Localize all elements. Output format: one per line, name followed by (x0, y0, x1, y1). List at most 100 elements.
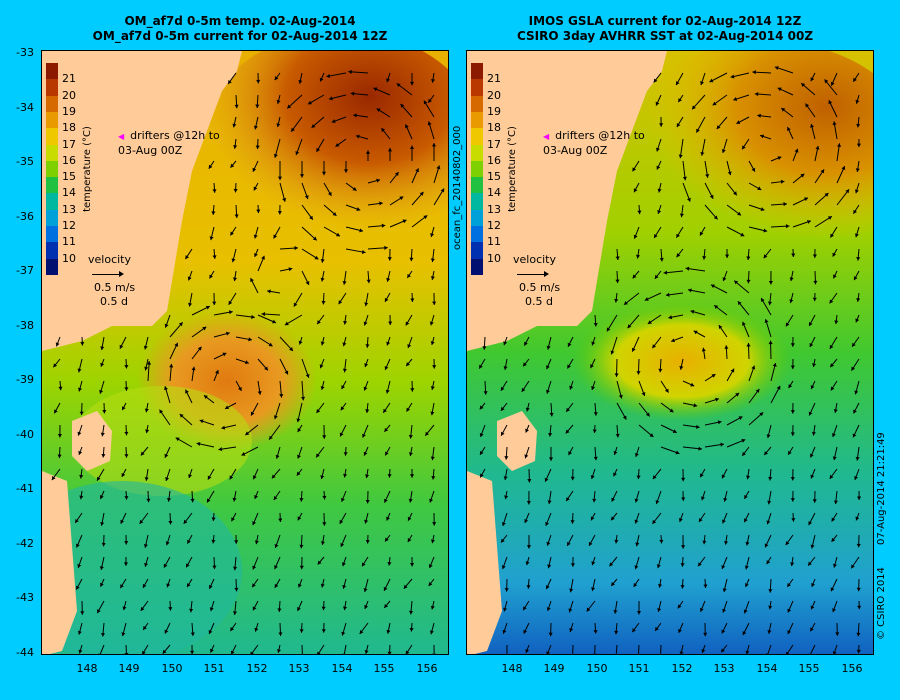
colorbar-segment (471, 258, 483, 276)
current-arrow-head (228, 79, 232, 84)
current-arrow-head (276, 649, 282, 653)
current-arrow-head (853, 409, 857, 414)
current-arrow-head (339, 519, 344, 524)
current-arrow-head (641, 392, 646, 396)
current-arrow-head (654, 233, 658, 238)
current-arrow-head (169, 363, 174, 368)
current-arrow-head (636, 475, 641, 480)
current-arrow-head (567, 541, 571, 546)
current-arrow-head (852, 433, 857, 438)
current-arrow-head (833, 409, 838, 413)
current-arrow-head (272, 319, 277, 324)
current-arrow-head (480, 450, 484, 455)
current-arrow-head (197, 346, 202, 351)
current-arrow-head (234, 587, 239, 592)
current-arrow-head (208, 584, 213, 589)
current-arrow-head (833, 500, 838, 505)
current-arrow-head (233, 145, 238, 149)
current-arrow-head (164, 629, 169, 634)
current-arrow-head (714, 305, 719, 309)
current-arrow-head (615, 256, 620, 260)
current-arrow-head (79, 495, 84, 500)
current-arrow-head (745, 541, 750, 546)
colorbar-segment (471, 95, 483, 113)
current-arrow-head (730, 368, 735, 373)
current-arrow-head (425, 431, 430, 436)
current-arrow-head (189, 608, 194, 613)
colorbar-segment (46, 79, 58, 97)
current-arrow-head (341, 385, 346, 390)
current-arrow-head (833, 563, 837, 568)
current-arrow-head (230, 163, 235, 168)
colorbar-segment (46, 160, 58, 178)
current-arrow-head (339, 432, 344, 437)
current-arrow-head (611, 581, 615, 586)
current-arrow-head (593, 322, 598, 327)
current-arrow-head (365, 474, 370, 479)
colorbar-tick: 10 (487, 251, 501, 265)
current-arrow-head (736, 120, 741, 124)
colorbar-tick: 13 (62, 202, 76, 216)
current-arrow-head (566, 407, 570, 412)
current-arrow-head (97, 609, 101, 614)
current-arrow-head (385, 451, 389, 456)
current-arrow-head (406, 362, 410, 367)
current-arrow-head (592, 429, 597, 434)
current-arrow-head (53, 363, 58, 368)
current-arrow-head (208, 630, 213, 634)
current-arrow-head (140, 606, 145, 611)
lat-label: -41 (16, 482, 34, 495)
colorbar-segment (471, 242, 483, 260)
current-arrow-head (363, 321, 368, 326)
current-arrow-head (388, 321, 393, 326)
current-arrow-head (841, 166, 846, 171)
current-arrow-head (232, 123, 237, 128)
current-arrow-head (229, 475, 234, 480)
lon-label: 148 (501, 662, 523, 675)
colorbar-segment (471, 177, 483, 194)
current-arrow-head (100, 582, 104, 587)
current-arrow-head (800, 173, 805, 178)
current-arrow-head (730, 74, 735, 79)
current-arrow-head (102, 409, 107, 414)
left-colorbar: temperature (°C) 21 20 19 18 17 16 15 14 13 12 11 1… (46, 63, 93, 276)
current-arrow-head (785, 322, 790, 327)
current-arrow-head (808, 411, 813, 416)
current-arrow-head (164, 453, 169, 458)
current-arrow-head (57, 454, 62, 459)
current-arrow-head (311, 123, 316, 128)
current-arrow-head (815, 145, 820, 150)
lat-label: -43 (16, 591, 34, 604)
current-arrow-head (804, 197, 809, 202)
current-arrow-head (321, 606, 326, 611)
current-arrow-head (231, 517, 235, 522)
colorbar-segment (46, 128, 58, 146)
current-arrow-head (764, 543, 769, 548)
current-arrow-head (222, 352, 227, 357)
current-arrow-head (278, 632, 283, 636)
current-arrow-head (359, 629, 364, 634)
current-arrow-head (385, 389, 390, 394)
current-arrow-head (549, 412, 554, 417)
current-arrow-head (54, 409, 58, 414)
current-arrow-head (855, 99, 860, 104)
current-arrow-head (717, 420, 722, 425)
current-arrow-head (274, 565, 278, 570)
current-arrow-head (856, 143, 861, 148)
current-arrow-head (431, 475, 436, 480)
current-arrow-head (743, 609, 748, 614)
current-arrow-head (810, 605, 815, 610)
current-arrow-head (698, 518, 703, 523)
current-arrow-head (568, 451, 572, 456)
current-arrow-head (679, 365, 684, 370)
current-arrow-head (744, 494, 748, 499)
current-arrow-head (789, 299, 794, 304)
current-arrow-head (202, 326, 207, 331)
current-arrow-head (613, 472, 617, 477)
lon-label: 156 (416, 662, 438, 675)
current-arrow-head (218, 447, 223, 452)
current-arrow-head (785, 224, 790, 229)
current-arrow-head (757, 113, 761, 118)
left-current-arrows (51, 69, 445, 654)
current-arrow-head (593, 412, 598, 416)
